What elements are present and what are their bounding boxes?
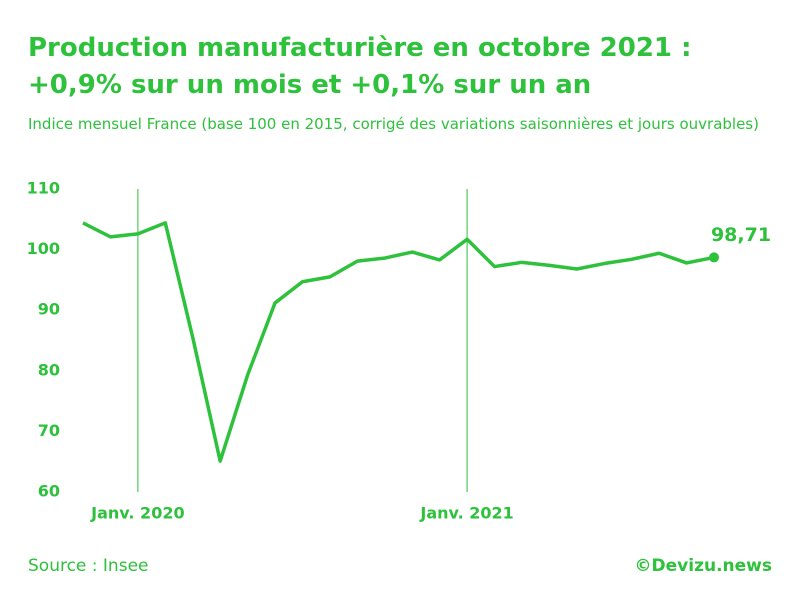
x-tick-label: Janv. 2020: [90, 504, 184, 523]
credit: ©Devizu.news: [634, 556, 772, 576]
y-tick-label: 60: [38, 482, 60, 501]
point: [709, 252, 719, 263]
x-tick-label: Janv. 2021: [419, 504, 513, 523]
y-tick-label: 100: [27, 239, 60, 258]
line: [82, 221, 715, 463]
chart-title: Production manufacturière en octobre 202…: [28, 33, 692, 100]
y-tick-label: 70: [38, 421, 60, 440]
data-label: 98,71: [711, 224, 771, 246]
y-tick-label: 110: [27, 179, 60, 198]
y-tick-label: 80: [38, 360, 60, 379]
chart-subtitle: Indice mensuel France (base 100 en 2015,…: [28, 115, 759, 133]
source: Source : Insee: [28, 556, 149, 576]
y-tick-label: 90: [38, 300, 60, 319]
